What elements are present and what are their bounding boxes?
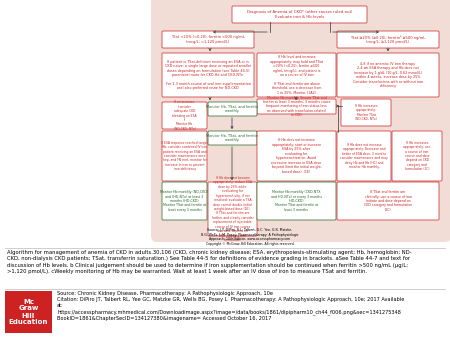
FancyBboxPatch shape <box>162 131 207 181</box>
FancyBboxPatch shape <box>5 291 52 333</box>
FancyBboxPatch shape <box>257 53 336 97</box>
FancyBboxPatch shape <box>337 53 439 97</box>
FancyBboxPatch shape <box>337 131 391 181</box>
Text: Monitor Hb monthly: Ensure TSat and
ferritin at least 3 months; 3 months cause
f: Monitor Hb monthly: Ensure TSat and ferr… <box>263 96 330 117</box>
Text: Monitor Hb, TSat, and ferritin
monthly: Monitor Hb, TSat, and ferritin monthly <box>207 105 259 113</box>
FancyBboxPatch shape <box>257 99 336 114</box>
FancyBboxPatch shape <box>151 0 450 242</box>
FancyBboxPatch shape <box>208 102 257 116</box>
Text: If Hb increases
appropriately:
Monitor TSat
(ND-CKD, NTx): If Hb increases appropriately: Monitor T… <box>355 104 377 121</box>
Text: 4-8 if no anemia: IV iron therapy
2-4 wk ESA therapy and Hb does not
increase by: 4-8 if no anemia: IV iron therapy 2-4 wk… <box>353 62 423 88</box>
FancyBboxPatch shape <box>392 131 442 181</box>
Text: If no increase
(consider
adequate CKD
bleeding on ESA
if
Monitor Hb
(ND-CKD, NTx: If no increase (consider adequate CKD bl… <box>172 100 197 131</box>
FancyBboxPatch shape <box>257 131 336 181</box>
Text: TSat ≥20% (≥0.20), ferritinᵇ ≥500 ng/mL
(mcg/L; ≥1,120 pmol/L): TSat ≥20% (≥0.20), ferritinᵇ ≥500 ng/mL … <box>351 35 426 44</box>
FancyBboxPatch shape <box>337 182 439 220</box>
FancyBboxPatch shape <box>257 182 336 220</box>
FancyBboxPatch shape <box>162 182 207 220</box>
FancyBboxPatch shape <box>337 31 439 48</box>
Text: Diagnosis of Anemia of CKD* (other causes ruled out)
Evaluate iron & Hb levels: Diagnosis of Anemia of CKD* (other cause… <box>247 10 352 19</box>
Text: If Hb does not increase
appropriately: start or increase
ESA by 25% after
evalua: If Hb does not increase appropriately: s… <box>271 139 322 174</box>
FancyBboxPatch shape <box>162 53 254 97</box>
FancyBboxPatch shape <box>341 99 391 126</box>
Text: If Hb increases
appropriately, use
a course of iron
course and dose
depend on CK: If Hb increases appropriately, use a cou… <box>403 141 431 171</box>
Text: If Hb does not become
appropriately: reduce ESA
dose by 25% while
evaluating for: If Hb does not become appropriately: red… <box>212 176 253 242</box>
FancyBboxPatch shape <box>208 182 257 236</box>
Text: Mc
Graw
Hill
Education: Mc Graw Hill Education <box>9 298 48 325</box>
FancyBboxPatch shape <box>162 31 254 48</box>
Text: TSat <20% (<0.20), ferritin <500 ng/mL
(mcg/L; <1,120 pmol/L): TSat <20% (<0.20), ferritin <500 ng/mL (… <box>171 35 245 44</box>
FancyBboxPatch shape <box>208 131 257 145</box>
Text: Algorithm for management of anemia of CKD in adults.30,106 (CKD, chronic kidney : Algorithm for management of anemia of CK… <box>7 250 411 274</box>
FancyBboxPatch shape <box>232 6 367 23</box>
Text: Monitor Hb, TSat, and ferritin
monthly: Monitor Hb, TSat, and ferritin monthly <box>207 134 259 142</box>
Text: If TSat and ferritin are
clinically: use a course of iron
initiate and dose depe: If TSat and ferritin are clinically: use… <box>364 190 412 212</box>
Text: If Hb level and increase
appropriately: may hold and TSat
>20% (<0.20), ferritin: If Hb level and increase appropriately: … <box>270 55 323 95</box>
Text: Monitor Hb monthly (ND-CKD)
and (HD-NTx) at least 3
months (HD-CKD)
Monitor TSat: Monitor Hb monthly (ND-CKD) and (HD-NTx)… <box>161 190 208 212</box>
Text: Monitor Hb monthly (CKD-NTX
and HD-NTx) or every 3 months
(HD-CKD)
Monitor TSat : Monitor Hb monthly (CKD-NTX and HD-NTx) … <box>271 190 322 212</box>
Text: Source: J.T. DiPiro, R.L. Talbert, G.C. Yee, G.R. Matzke,
B.G. Wells, L.M. Posey: Source: J.T. DiPiro, R.L. Talbert, G.C. … <box>201 228 299 246</box>
FancyBboxPatch shape <box>162 102 207 129</box>
Text: If Hb does not increase
appropriately: Decrease and
better of ESA dose, 3 months: If Hb does not increase appropriately: D… <box>340 143 388 169</box>
Text: If patient is TSat-deficient receiving an ESA or is
CKD naïve: a single large do: If patient is TSat-deficient receiving a… <box>165 59 251 90</box>
Text: If ESA response reached target
Hb, consider combined IV iron
patient receiving a: If ESA response reached target Hb, consi… <box>161 141 208 171</box>
Text: Source: Chronic Kidney Disease, Pharmacotherapy: A Pathophysiologic Approach, 10: Source: Chronic Kidney Disease, Pharmaco… <box>57 291 405 321</box>
